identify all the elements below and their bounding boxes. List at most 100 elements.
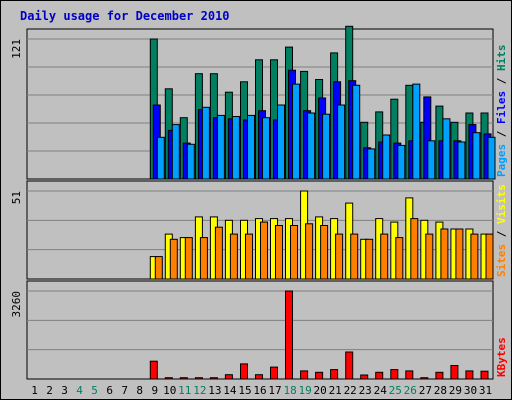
- x-tick-label-11: 11: [178, 384, 191, 397]
- bar-kbytes-day-9: [149, 360, 158, 380]
- bar-kbytes-day-23: [360, 374, 369, 380]
- x-tick-label-12: 12: [193, 384, 206, 397]
- bar-sites-day-21: [335, 233, 344, 280]
- legend-entry: Sites: [495, 244, 508, 277]
- bar-kbytes-day-10: [164, 377, 173, 380]
- panel-3-background: [26, 280, 494, 380]
- x-tick-label-6: 6: [106, 384, 113, 397]
- bar-sites-day-15: [245, 233, 253, 280]
- bar-kbytes-day-17: [270, 366, 278, 380]
- x-tick-label-24: 24: [374, 384, 388, 397]
- x-tick-label-7: 7: [121, 384, 128, 397]
- bar-kbytes-day-20: [315, 371, 324, 380]
- legend-entry: Files: [495, 91, 508, 124]
- x-tick-label-29: 29: [449, 384, 462, 397]
- x-tick-label-1: 1: [31, 384, 38, 397]
- bar-pages-day-18: [292, 83, 300, 180]
- bar-pages-day-24: [382, 134, 391, 180]
- panel-3-max-label: 3260: [10, 291, 23, 318]
- x-tick-label-15: 15: [238, 384, 251, 397]
- bar-kbytes-day-14: [224, 374, 233, 380]
- x-tick-label-18: 18: [283, 384, 296, 397]
- bar-sites-day-12: [199, 237, 208, 280]
- bar-sites-day-13: [214, 226, 223, 280]
- x-tick-label-17: 17: [268, 384, 281, 397]
- bar-pages-day-9: [156, 136, 165, 180]
- legend-entry: Pages: [495, 144, 508, 177]
- bar-sites-day-24: [380, 233, 389, 280]
- x-tick-label-3: 3: [61, 384, 68, 397]
- bar-pages-day-29: [457, 141, 466, 180]
- bar-sites-day-16: [260, 221, 268, 280]
- bar-sites-day-31: [485, 233, 494, 280]
- bar-kbytes-day-29: [450, 365, 459, 380]
- bar-pages-day-28: [442, 118, 451, 180]
- bar-pages-day-21: [337, 104, 346, 180]
- x-tick-label-26: 26: [404, 384, 417, 397]
- x-tick-label-2: 2: [46, 384, 53, 397]
- legend-entry: Hits: [495, 45, 508, 72]
- x-tick-label-22: 22: [344, 384, 357, 397]
- bar-sites-day-28: [440, 228, 449, 280]
- bar-kbytes-day-16: [255, 374, 263, 380]
- bar-pages-day-13: [216, 114, 225, 180]
- panel-2-legend: Sites / Visits: [495, 184, 508, 277]
- bar-sites-day-30: [470, 233, 479, 280]
- bar-kbytes-day-30: [465, 370, 474, 380]
- legend-entry: KBytes: [495, 337, 508, 377]
- bar-sites-day-23: [365, 238, 374, 280]
- bar-sites-day-29: [455, 228, 464, 280]
- panel-1-legend: Pages / Files / Hits: [495, 45, 508, 178]
- x-tick-label-19: 19: [298, 384, 311, 397]
- x-tick-label-9: 9: [151, 384, 158, 397]
- bar-kbytes-day-31: [480, 370, 489, 380]
- bar-sites-day-11: [184, 237, 193, 280]
- bar-sites-day-25: [395, 237, 404, 280]
- x-tick-label-28: 28: [434, 384, 447, 397]
- panel-2-max-label: 51: [10, 191, 23, 204]
- bar-kbytes-day-24: [375, 371, 384, 380]
- bar-kbytes-day-28: [435, 371, 444, 380]
- x-tick-label-31: 31: [479, 384, 492, 397]
- x-tick-label-13: 13: [208, 384, 221, 397]
- x-tick-label-30: 30: [464, 384, 477, 397]
- bar-sites-day-10: [169, 238, 178, 280]
- bar-pages-day-16: [262, 117, 270, 180]
- x-tick-label-14: 14: [223, 384, 237, 397]
- bar-kbytes-day-27: [420, 377, 429, 380]
- bar-sites-day-17: [275, 225, 283, 280]
- bar-kbytes-day-11: [179, 377, 188, 380]
- bar-sites-day-14: [229, 233, 238, 280]
- bar-pages-day-26: [412, 83, 421, 180]
- panel-1-max-label: 121: [10, 39, 23, 59]
- bar-pages-day-10: [171, 124, 180, 180]
- bar-pages-day-27: [427, 140, 436, 180]
- legend-entry: /: [495, 224, 508, 244]
- x-tick-label-21: 21: [329, 384, 342, 397]
- legend-entry: /: [495, 124, 508, 144]
- bar-kbytes-day-21: [330, 369, 339, 380]
- chart-title: Daily usage for December 2010: [20, 9, 230, 23]
- bar-pages-day-14: [231, 116, 240, 180]
- bar-pages-day-15: [247, 114, 255, 180]
- bar-sites-day-22: [350, 233, 359, 280]
- x-tick-label-25: 25: [389, 384, 402, 397]
- bar-kbytes-day-12: [194, 377, 203, 380]
- x-tick-label-16: 16: [253, 384, 266, 397]
- bar-pages-day-31: [487, 136, 496, 180]
- x-tick-label-23: 23: [359, 384, 372, 397]
- x-tick-label-27: 27: [419, 384, 432, 397]
- bar-pages-day-17: [277, 104, 285, 180]
- legend-entry: Visits: [495, 184, 508, 224]
- x-tick-label-10: 10: [163, 384, 176, 397]
- x-tick-label-5: 5: [91, 384, 98, 397]
- bar-sites-day-20: [320, 225, 329, 280]
- bar-kbytes-day-18: [285, 290, 293, 380]
- x-tick-label-20: 20: [313, 384, 326, 397]
- bar-sites-day-9: [154, 256, 163, 280]
- bar-pages-day-22: [352, 84, 361, 180]
- bar-sites-day-19: [305, 223, 314, 280]
- bar-kbytes-day-13: [209, 377, 218, 380]
